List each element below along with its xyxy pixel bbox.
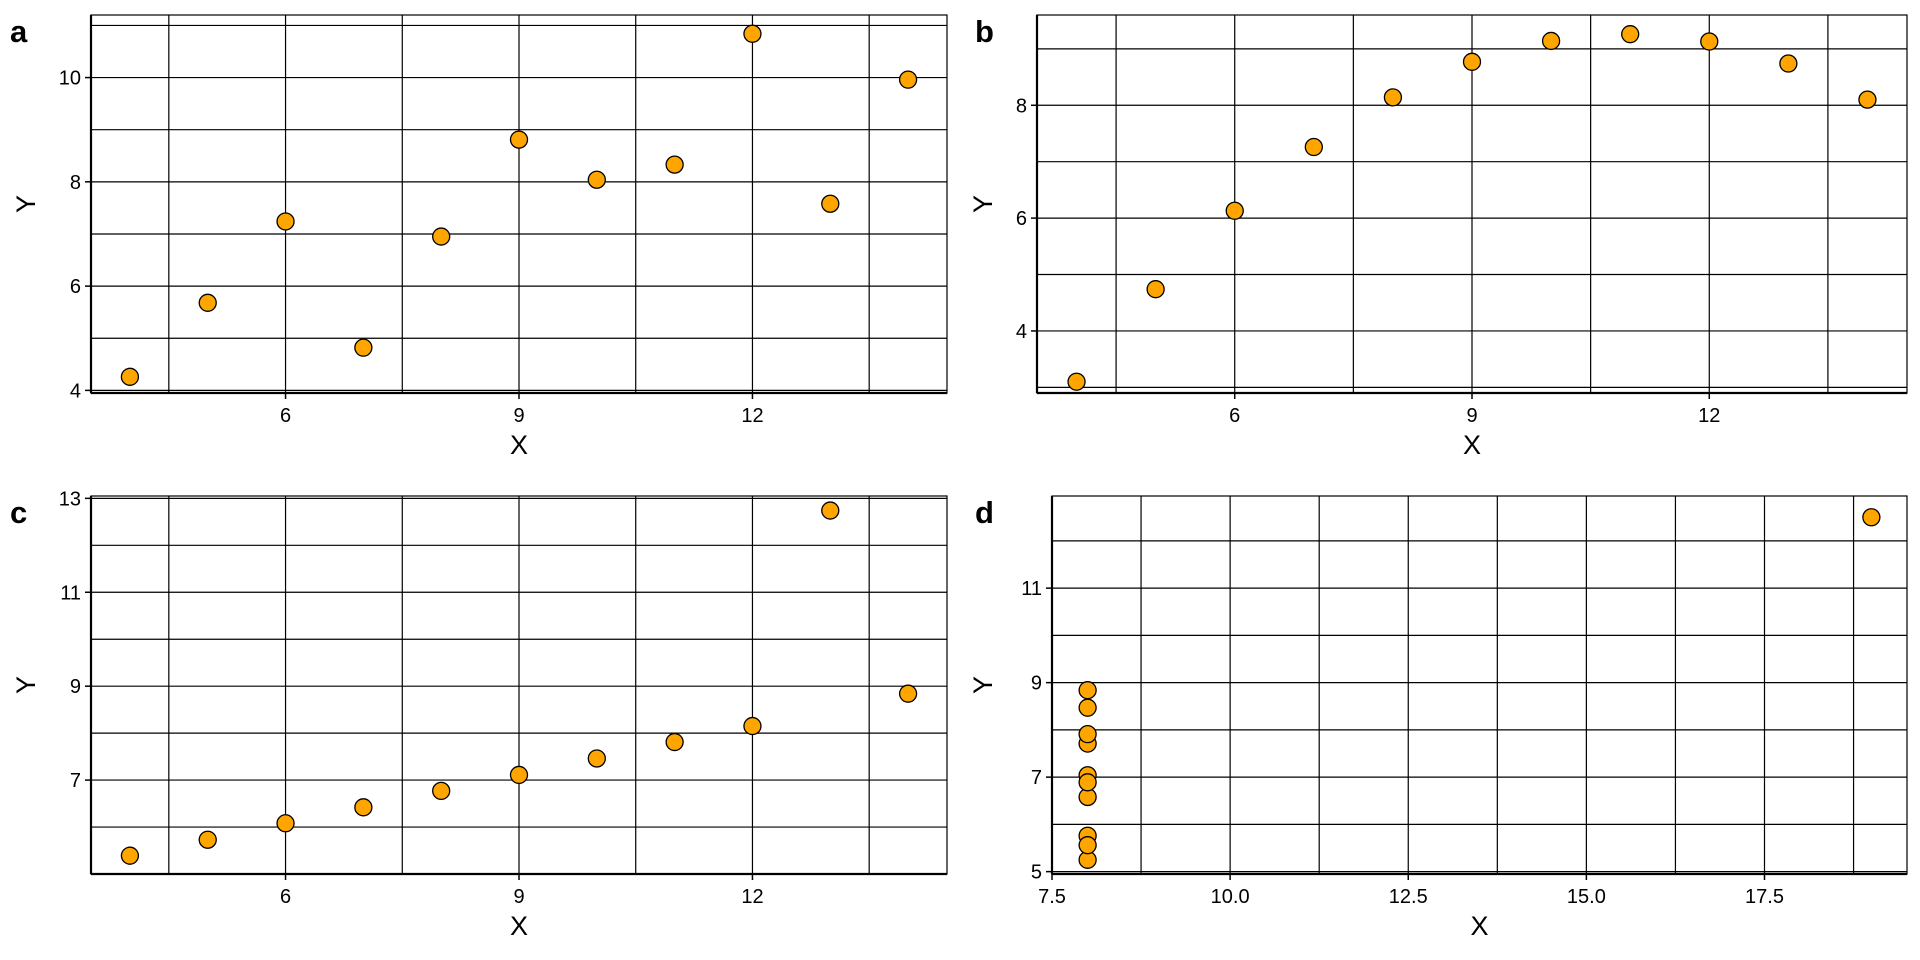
x-tick-label: 12 bbox=[1698, 405, 1720, 427]
panel-letter: d bbox=[975, 495, 994, 530]
panel-letter: c bbox=[10, 495, 27, 530]
x-axis-title: X bbox=[510, 430, 528, 460]
data-point bbox=[1078, 773, 1097, 792]
data-point bbox=[1462, 52, 1482, 71]
data-point bbox=[198, 830, 217, 849]
data-point bbox=[898, 70, 918, 89]
x-tick-label: 12 bbox=[741, 886, 763, 908]
x-tick-label: 12.5 bbox=[1389, 886, 1428, 908]
y-tick-label: 4 bbox=[1016, 321, 1027, 343]
y-tick-label: 7 bbox=[1031, 767, 1042, 789]
y-tick-label: 7 bbox=[70, 770, 81, 792]
y-axis-title: Y bbox=[968, 195, 998, 213]
y-tick-label: 6 bbox=[1016, 208, 1027, 230]
x-tick-label: 17.5 bbox=[1745, 886, 1784, 908]
x-tick-label: 7.5 bbox=[1038, 886, 1066, 908]
y-tick-label: 9 bbox=[70, 676, 81, 698]
x-tick-label: 10.0 bbox=[1211, 886, 1250, 908]
data-point bbox=[743, 24, 762, 43]
data-point bbox=[198, 293, 217, 312]
y-axis-title: Y bbox=[11, 676, 41, 694]
y-tick-label: 6 bbox=[70, 276, 81, 298]
x-axis-title: X bbox=[1463, 430, 1481, 460]
y-tick-label: 8 bbox=[1016, 95, 1027, 117]
y-tick-label: 13 bbox=[59, 488, 81, 510]
data-point bbox=[665, 155, 684, 174]
data-point bbox=[1078, 724, 1097, 744]
x-axis-title: X bbox=[1470, 911, 1488, 941]
y-tick-label: 9 bbox=[1031, 673, 1042, 695]
x-tick-label: 6 bbox=[1229, 405, 1240, 427]
data-point bbox=[587, 749, 606, 768]
data-point bbox=[1078, 681, 1097, 700]
x-tick-label: 9 bbox=[1466, 405, 1477, 427]
data-point bbox=[1383, 88, 1403, 107]
data-point bbox=[1700, 32, 1719, 51]
data-point bbox=[1225, 201, 1244, 220]
data-points bbox=[1067, 25, 1877, 391]
data-point bbox=[120, 367, 140, 386]
y-tick-label: 5 bbox=[1031, 862, 1042, 884]
x-tick-label: 12 bbox=[741, 405, 763, 427]
data-point bbox=[665, 732, 684, 752]
data-point bbox=[1304, 137, 1323, 157]
grid-lines bbox=[1052, 496, 1907, 874]
data-point bbox=[1541, 31, 1561, 51]
data-point bbox=[743, 716, 762, 736]
grid-lines bbox=[91, 496, 947, 874]
y-axis-title: Y bbox=[968, 676, 998, 694]
x-tick-label: 9 bbox=[513, 405, 524, 427]
data-point bbox=[354, 338, 373, 357]
x-tick-label: 6 bbox=[280, 405, 291, 427]
data-point bbox=[276, 814, 295, 833]
panel-c: c 6 9 12 7 9 11 13 X Y bbox=[10, 488, 948, 941]
data-point bbox=[1779, 54, 1798, 73]
y-tick-label: 8 bbox=[70, 172, 81, 194]
data-points bbox=[120, 24, 918, 386]
y-tick-label: 4 bbox=[70, 380, 81, 402]
data-point bbox=[1621, 25, 1640, 44]
data-point bbox=[821, 501, 840, 520]
data-point bbox=[1067, 372, 1086, 391]
panel-d: d 7.5 10.0 12.5 15.0 17.5 5 7 9 11 X Y bbox=[968, 495, 1908, 941]
data-points bbox=[1078, 508, 1881, 869]
x-axis-title: X bbox=[510, 911, 528, 941]
data-point bbox=[276, 212, 295, 231]
x-tick-label: 6 bbox=[280, 886, 291, 908]
data-point bbox=[432, 781, 451, 801]
data-point bbox=[120, 846, 140, 865]
data-point bbox=[354, 798, 373, 817]
data-point bbox=[509, 765, 529, 785]
y-tick-label: 10 bbox=[59, 68, 81, 90]
panel-letter: b bbox=[975, 14, 994, 49]
data-point bbox=[1146, 280, 1165, 299]
panel-a: a 6 9 12 4 6 8 10 X Y bbox=[10, 14, 948, 460]
data-point bbox=[509, 130, 529, 149]
data-point bbox=[1858, 90, 1877, 109]
y-tick-label: 11 bbox=[60, 582, 81, 604]
panel-letter: a bbox=[10, 14, 28, 49]
data-point bbox=[587, 170, 606, 189]
panel-b: b 6 9 12 4 6 8 X Y bbox=[968, 14, 1908, 460]
y-axis-title: Y bbox=[11, 195, 41, 213]
data-point bbox=[1862, 508, 1881, 527]
data-points bbox=[120, 501, 918, 865]
x-tick-label: 9 bbox=[513, 886, 524, 908]
x-tick-label: 15.0 bbox=[1567, 886, 1606, 908]
data-point bbox=[432, 227, 451, 246]
data-point bbox=[1078, 836, 1097, 855]
data-point bbox=[898, 684, 918, 703]
y-tick-label: 11 bbox=[1021, 578, 1042, 600]
data-point bbox=[821, 194, 840, 213]
grid-lines bbox=[91, 15, 947, 393]
data-point bbox=[1078, 698, 1097, 717]
